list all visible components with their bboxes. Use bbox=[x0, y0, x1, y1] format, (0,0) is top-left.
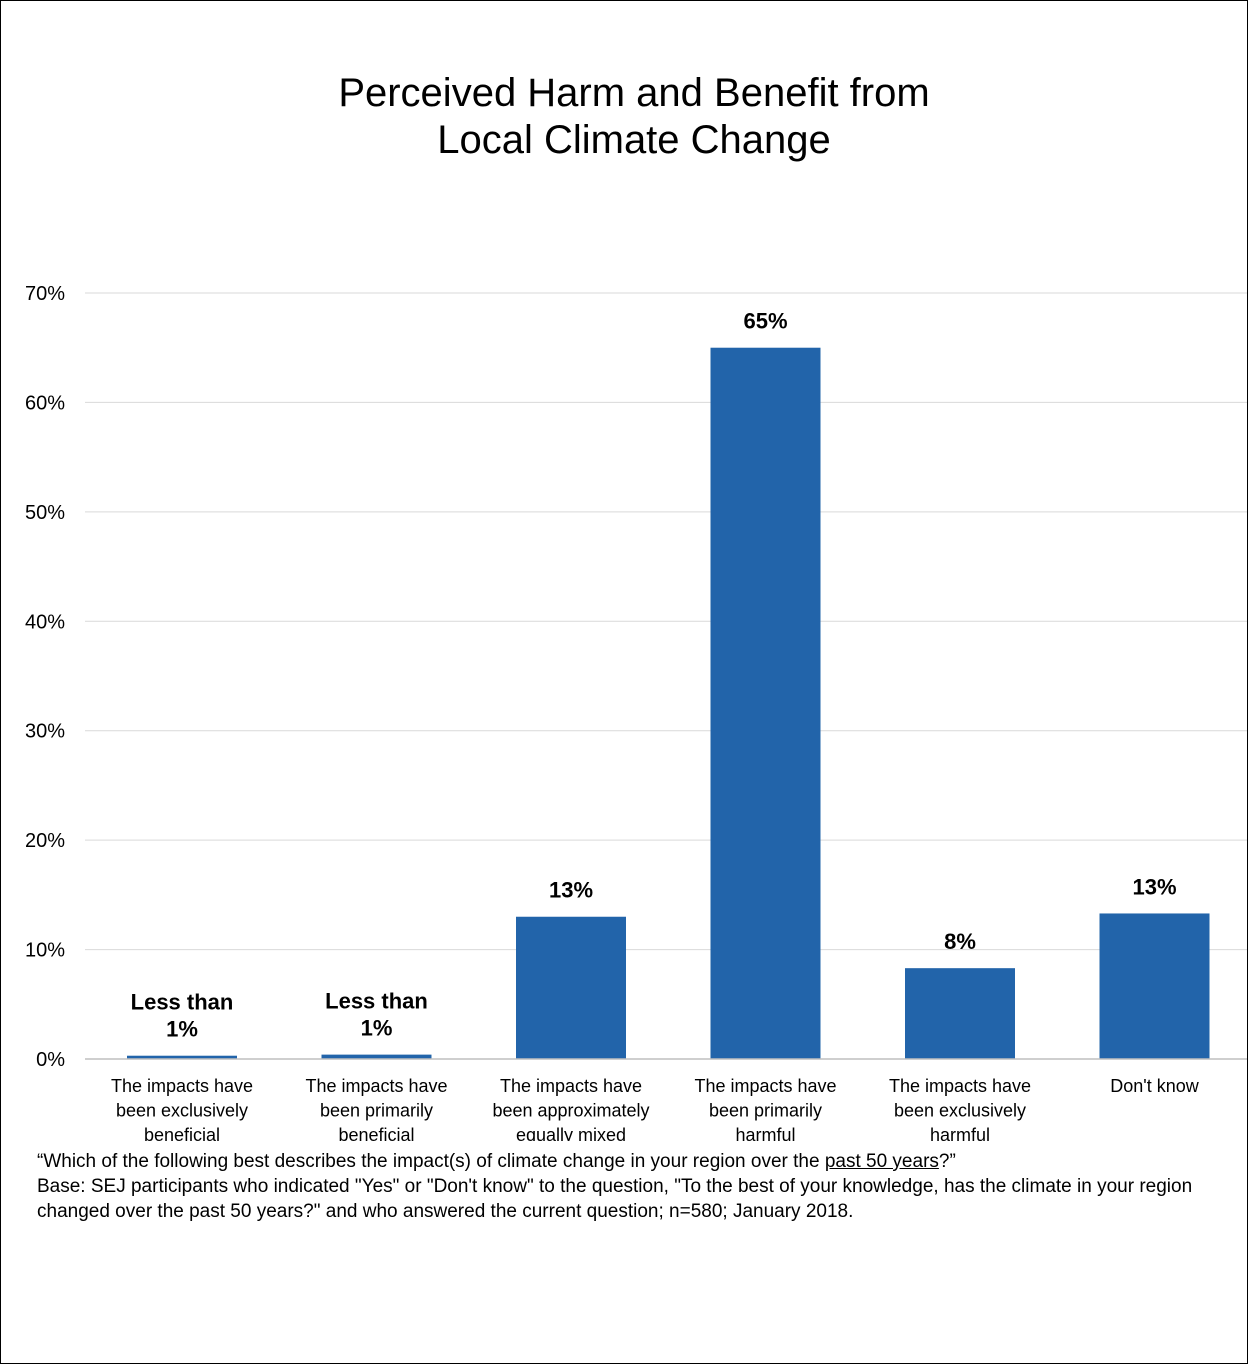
gridlines bbox=[85, 292, 1247, 951]
footnote-question: “Which of the following best describes t… bbox=[37, 1149, 1217, 1174]
y-tick-label: 70% bbox=[25, 283, 65, 305]
chart-title-line: Local Climate Change bbox=[437, 118, 831, 162]
category-label: The impacts have bbox=[305, 1076, 447, 1096]
bar bbox=[905, 968, 1015, 1059]
category-label: been primarily bbox=[320, 1101, 433, 1121]
data-label: Less than bbox=[325, 989, 428, 1014]
footnote-base: Base: SEJ participants who indicated "Ye… bbox=[37, 1176, 1193, 1222]
category-label: been exclusively bbox=[116, 1101, 248, 1121]
footnote-question-after: ?” bbox=[938, 1151, 956, 1172]
bar bbox=[516, 916, 626, 1059]
bar bbox=[710, 347, 821, 1059]
y-tick-label: 50% bbox=[25, 502, 65, 524]
y-tick-label: 30% bbox=[25, 721, 65, 743]
category-label: been primarily bbox=[709, 1101, 822, 1121]
category-label: harmful bbox=[735, 1125, 795, 1141]
y-tick-label: 0% bbox=[36, 1049, 65, 1071]
y-tick-label: 60% bbox=[25, 392, 65, 414]
data-label: Less than bbox=[131, 990, 234, 1015]
footnote: “Which of the following best describes t… bbox=[37, 1149, 1217, 1224]
category-labels: The impacts have been exclusively benefici… bbox=[111, 1076, 1200, 1141]
category-label: equally mixed bbox=[516, 1125, 626, 1141]
category-label: The impacts have bbox=[889, 1076, 1031, 1096]
category-label: been approximately bbox=[492, 1101, 649, 1121]
y-tick-label: 20% bbox=[25, 830, 65, 852]
footnote-question-before: “Which of the following best describes t… bbox=[37, 1151, 825, 1172]
footnote-question-underlined: past 50 years bbox=[824, 1151, 939, 1172]
data-label: 13% bbox=[1132, 874, 1176, 899]
data-label: 1% bbox=[166, 1017, 198, 1042]
bar bbox=[321, 1054, 432, 1059]
bar bbox=[127, 1055, 237, 1059]
y-tick-label: 10% bbox=[25, 940, 65, 962]
category-label: Don't know bbox=[1110, 1076, 1199, 1096]
data-label: 1% bbox=[361, 1016, 393, 1041]
data-label: 8% bbox=[944, 929, 976, 954]
chart-title-line: Perceived Harm and Benefit from bbox=[338, 71, 929, 115]
category-label: The impacts have bbox=[111, 1076, 253, 1096]
bars bbox=[127, 347, 1210, 1059]
category-label: beneficial bbox=[338, 1125, 414, 1141]
category-label: The impacts have bbox=[500, 1076, 642, 1096]
category-label: beneficial bbox=[144, 1125, 220, 1141]
category-label: The impacts have bbox=[694, 1076, 836, 1096]
category-label: harmful bbox=[930, 1125, 990, 1141]
category-label: been exclusively bbox=[894, 1101, 1026, 1121]
data-label: 13% bbox=[549, 878, 593, 903]
y-axis-tick-labels: 0% 10% 20% 30% 40% 50% 60% 70% bbox=[25, 283, 65, 1071]
bar bbox=[1099, 913, 1210, 1059]
data-label: 65% bbox=[743, 309, 787, 334]
y-tick-label: 40% bbox=[25, 611, 65, 633]
